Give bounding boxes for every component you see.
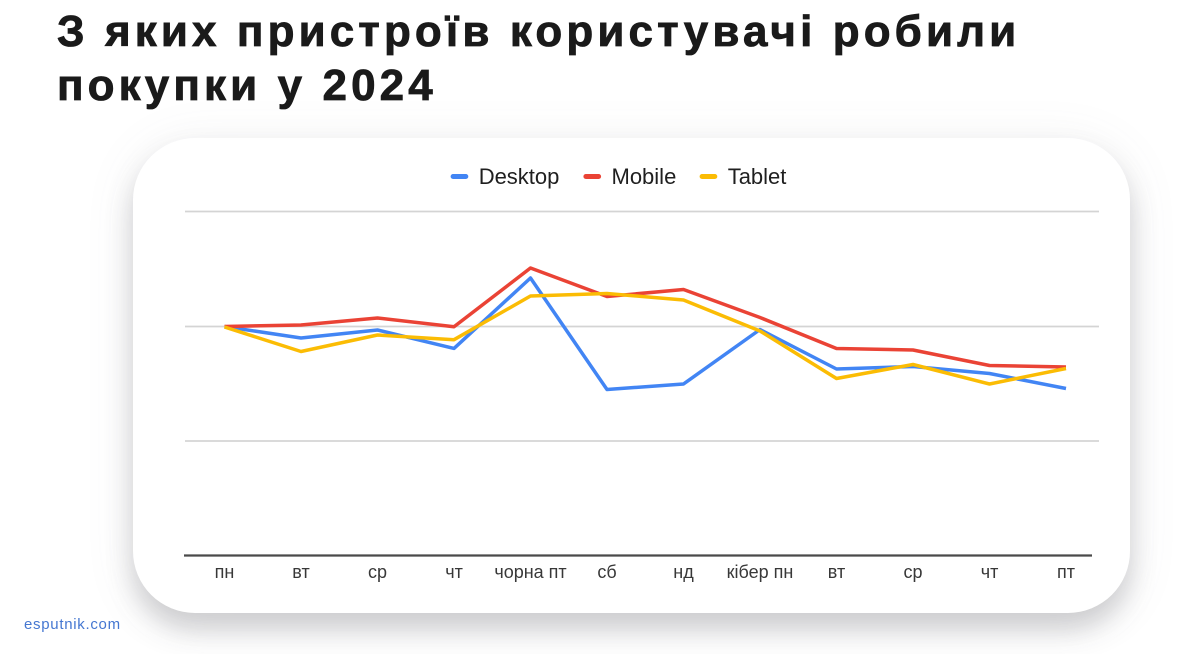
svg-text:пн: пн (215, 562, 235, 582)
svg-text:Mobile: Mobile (612, 164, 677, 189)
svg-text:нд: нд (673, 562, 694, 582)
svg-text:чорна пт: чорна пт (494, 562, 566, 582)
svg-text:пт: пт (1057, 562, 1075, 582)
svg-text:вт: вт (828, 562, 845, 582)
svg-text:кібер пн: кібер пн (727, 562, 794, 582)
svg-text:Tablet: Tablet (728, 164, 787, 189)
svg-text:ср: ср (368, 562, 387, 582)
svg-text:вт: вт (292, 562, 309, 582)
svg-text:сб: сб (597, 562, 616, 582)
svg-text:чт: чт (445, 562, 463, 582)
svg-text:Desktop: Desktop (479, 164, 560, 189)
svg-text:ср: ср (903, 562, 922, 582)
svg-text:чт: чт (981, 562, 999, 582)
